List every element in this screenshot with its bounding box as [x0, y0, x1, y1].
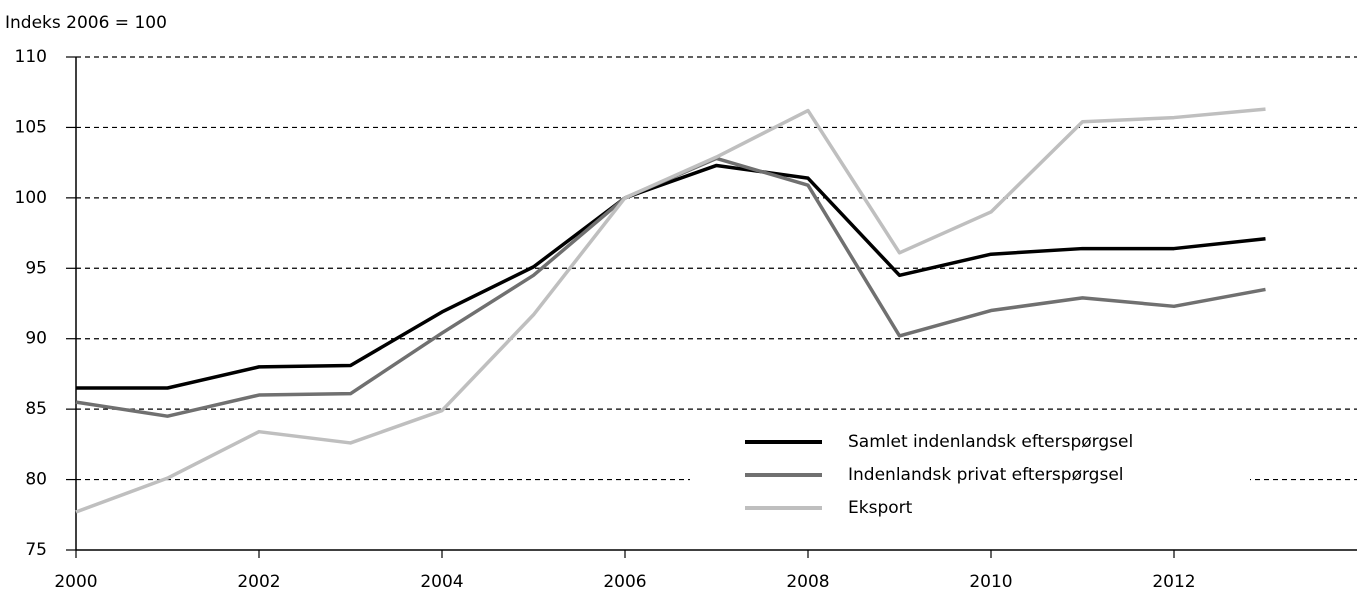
- series-line: [75, 107, 1266, 514]
- x-tick-label: 2002: [237, 572, 280, 592]
- x-tick-label: 2010: [969, 572, 1012, 592]
- y-tick-label: 90: [25, 329, 47, 349]
- series-line: [76, 163, 1266, 390]
- y-tick-label: 95: [25, 258, 47, 278]
- x-tick-label: 2012: [1152, 572, 1195, 592]
- y-tick-label: 80: [25, 470, 47, 490]
- x-tick-label: 2004: [420, 572, 463, 592]
- x-tick-label: 2000: [54, 572, 97, 592]
- y-tick-label: 105: [15, 117, 47, 137]
- series-line: [75, 156, 1266, 418]
- x-tick-label: 2006: [603, 572, 646, 592]
- legend-label: Samlet indenlandsk efterspørgsel: [848, 432, 1133, 452]
- legend-label: Eksport: [848, 498, 913, 518]
- legend-label: Indenlandsk privat efterspørgsel: [848, 465, 1124, 485]
- y-tick-label: 100: [15, 188, 47, 208]
- x-tick-label: 2008: [786, 572, 829, 592]
- y-tick-label: 85: [25, 399, 47, 419]
- y-tick-label: 110: [15, 47, 47, 67]
- y-axis-label: Indeks 2006 = 100: [5, 13, 167, 33]
- y-tick-label: 75: [25, 540, 47, 560]
